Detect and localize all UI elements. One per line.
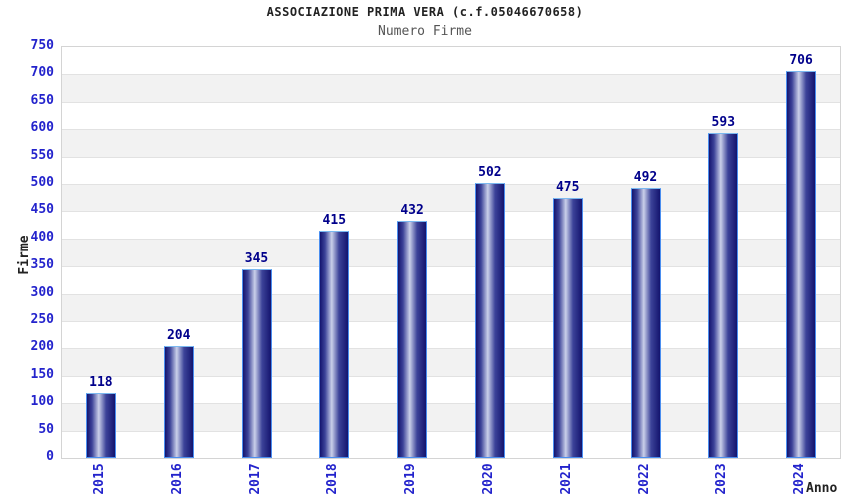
- y-tick-label: 400: [30, 229, 54, 245]
- bar-2018: [319, 230, 350, 458]
- y-tick-label: 50: [38, 421, 54, 437]
- y-tick-label: 200: [30, 339, 54, 355]
- bar-value-label: 204: [166, 328, 191, 344]
- gridline: [62, 129, 840, 131]
- bar-2022: [630, 188, 661, 458]
- gridline: [62, 184, 840, 185]
- bar-value-label: 415: [322, 212, 347, 228]
- gridline: [62, 74, 840, 76]
- bar-2015: [85, 393, 116, 458]
- x-tick-label: 2015: [91, 463, 107, 495]
- x-tick-label: 2018: [325, 463, 341, 495]
- gridline: [62, 321, 840, 322]
- plot-band: [62, 101, 840, 130]
- bar-2016: [163, 346, 194, 458]
- y-tick-label: 250: [30, 312, 54, 327]
- bar-value-label: 432: [400, 203, 424, 219]
- gridline: [62, 430, 840, 432]
- y-tick-label: 450: [30, 202, 54, 218]
- x-tick-label: 2017: [247, 463, 263, 495]
- bar-2021: [552, 197, 583, 458]
- bar-2020: [474, 182, 505, 458]
- gridline: [62, 211, 840, 213]
- gridline: [62, 348, 840, 350]
- x-tick-label: 2021: [558, 463, 574, 495]
- bar-value-label: 706: [789, 53, 813, 69]
- x-tick-label: 2022: [636, 463, 652, 495]
- bar-2019: [397, 221, 428, 458]
- bar-value-label: 118: [89, 375, 113, 391]
- y-tick-label: 650: [30, 92, 54, 108]
- x-axis-title: Anno: [806, 481, 838, 496]
- y-tick-label: 600: [30, 120, 54, 136]
- gridline: [62, 293, 840, 295]
- gridline: [62, 266, 840, 268]
- bar-value-label: 492: [633, 170, 658, 186]
- chart-title: ASSOCIAZIONE PRIMA VERA (c.f.05046670658…: [266, 5, 584, 19]
- bar-2023: [708, 133, 739, 458]
- bar-2017: [241, 268, 272, 458]
- y-tick-label: 350: [30, 257, 54, 273]
- gridline: [62, 375, 840, 377]
- plot-band: [62, 47, 840, 75]
- plot-area: 118 204 345 415 432 502 475 492 593 706: [61, 46, 841, 459]
- x-tick-label: 2023: [714, 463, 730, 495]
- y-tick-label: 100: [30, 394, 54, 410]
- gridline: [62, 101, 840, 103]
- y-tick-label: 750: [30, 38, 54, 53]
- gridline: [62, 403, 840, 405]
- chart-subtitle: Numero Firme: [378, 24, 472, 39]
- y-tick-label: 300: [30, 284, 54, 300]
- bar-2024: [786, 71, 817, 458]
- bar-value-label: 593: [711, 115, 736, 131]
- y-tick-label: 550: [30, 147, 54, 163]
- x-tick-label: 2016: [169, 463, 185, 495]
- y-tick-label: 500: [30, 175, 54, 190]
- plot-band: [62, 74, 840, 102]
- x-tick-label: 2019: [403, 463, 419, 495]
- bar-value-label: 345: [244, 250, 269, 266]
- y-tick-label: 0: [46, 449, 54, 464]
- gridline: [62, 238, 840, 240]
- bar-value-label: 502: [478, 164, 502, 180]
- gridline: [62, 156, 840, 158]
- y-tick-label: 150: [30, 366, 54, 382]
- x-tick-label: 2020: [480, 463, 496, 495]
- y-tick-label: 700: [30, 65, 54, 81]
- bar-value-label: 475: [555, 179, 580, 195]
